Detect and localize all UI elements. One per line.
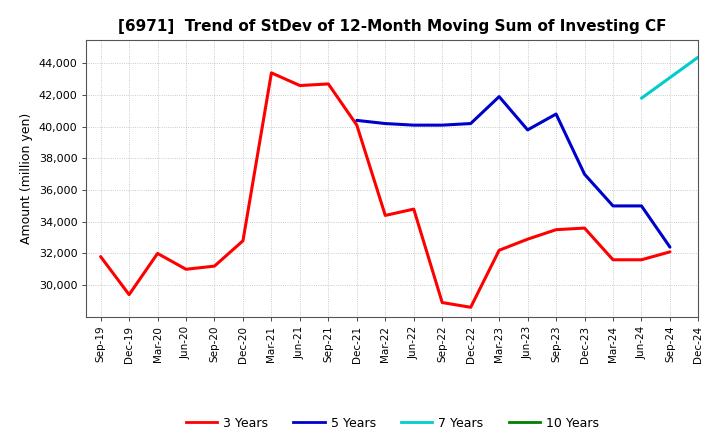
- 3 Years: [153, 251, 162, 256]
- 5 Years: [410, 122, 418, 128]
- 5 Years: [580, 172, 589, 177]
- 3 Years: [210, 264, 219, 269]
- 5 Years: [353, 118, 361, 123]
- 5 Years: [381, 121, 390, 126]
- 3 Years: [125, 292, 133, 297]
- Title: [6971]  Trend of StDev of 12-Month Moving Sum of Investing CF: [6971] Trend of StDev of 12-Month Moving…: [118, 19, 667, 34]
- 5 Years: [608, 203, 617, 209]
- 3 Years: [495, 248, 503, 253]
- Line: 3 Years: 3 Years: [101, 73, 670, 307]
- 3 Years: [438, 300, 446, 305]
- 3 Years: [608, 257, 617, 262]
- 3 Years: [267, 70, 276, 76]
- Line: 5 Years: 5 Years: [357, 97, 670, 247]
- 3 Years: [381, 213, 390, 218]
- 3 Years: [410, 206, 418, 212]
- 3 Years: [552, 227, 560, 232]
- 7 Years: [637, 95, 646, 101]
- 7 Years: [665, 75, 674, 80]
- Line: 7 Years: 7 Years: [642, 57, 698, 98]
- 5 Years: [552, 111, 560, 117]
- 5 Years: [467, 121, 475, 126]
- 5 Years: [438, 122, 446, 128]
- 3 Years: [580, 225, 589, 231]
- 7 Years: [694, 55, 703, 60]
- 3 Years: [467, 304, 475, 310]
- 3 Years: [523, 237, 532, 242]
- 3 Years: [296, 83, 305, 88]
- 5 Years: [665, 245, 674, 250]
- 3 Years: [324, 81, 333, 87]
- 3 Years: [353, 122, 361, 128]
- 3 Years: [181, 267, 190, 272]
- 5 Years: [495, 94, 503, 99]
- Legend: 3 Years, 5 Years, 7 Years, 10 Years: 3 Years, 5 Years, 7 Years, 10 Years: [181, 412, 604, 435]
- 3 Years: [637, 257, 646, 262]
- 3 Years: [238, 238, 247, 243]
- 5 Years: [637, 203, 646, 209]
- Y-axis label: Amount (million yen): Amount (million yen): [20, 113, 33, 244]
- 3 Years: [665, 249, 674, 254]
- 5 Years: [523, 127, 532, 132]
- 3 Years: [96, 254, 105, 259]
